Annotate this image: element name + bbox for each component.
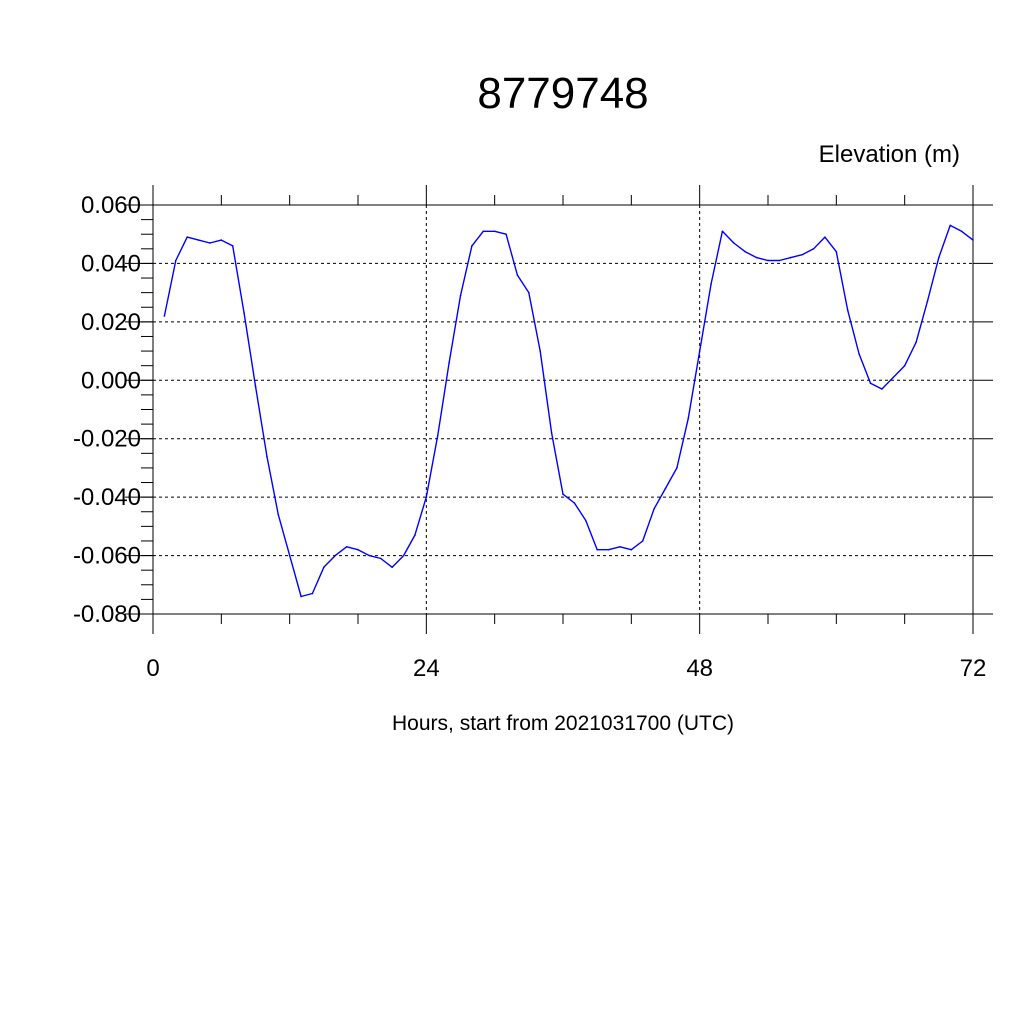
data-point — [835, 250, 838, 253]
data-point — [812, 248, 815, 250]
data-point — [254, 385, 257, 387]
data-point — [209, 242, 211, 244]
y-tick-label: -0.040 — [73, 484, 141, 511]
y-tick-label: -0.060 — [73, 543, 141, 570]
data-point — [972, 239, 974, 241]
data-point — [858, 353, 860, 355]
data-point — [163, 315, 166, 317]
data-point — [334, 554, 337, 557]
x-tick-label: 72 — [960, 655, 987, 682]
data-point — [197, 239, 200, 241]
y-tick-label: -0.020 — [73, 426, 141, 453]
data-point — [357, 548, 359, 551]
data-point — [528, 291, 530, 294]
y-tick-label: 0.020 — [81, 309, 141, 336]
data-point — [846, 309, 849, 311]
data-point — [915, 341, 917, 344]
data-point — [539, 350, 542, 352]
data-point — [562, 493, 564, 496]
data-point — [630, 548, 633, 551]
data-point — [414, 534, 416, 536]
data-point — [493, 230, 496, 233]
data-point — [277, 513, 280, 516]
data-point — [733, 242, 735, 244]
data-point — [755, 256, 758, 259]
data-point — [619, 546, 621, 548]
data-point — [801, 253, 803, 256]
data-point — [345, 546, 348, 548]
data-point — [664, 487, 667, 490]
axis-ticks — [125, 185, 993, 634]
data-point — [311, 592, 314, 595]
data-point — [698, 350, 701, 352]
data-point — [266, 455, 268, 458]
plot-frame — [152, 204, 974, 615]
data-point — [231, 245, 234, 247]
data-point — [687, 417, 690, 420]
data-point — [676, 467, 678, 469]
data-point — [778, 259, 781, 262]
data-point — [710, 283, 712, 285]
chart-title: 8779748 — [477, 69, 648, 118]
data-point — [391, 566, 393, 569]
y-tick-label: -0.080 — [73, 601, 141, 628]
y-tick-label: 0.000 — [81, 367, 141, 394]
data-point — [881, 388, 883, 390]
data-point — [573, 502, 576, 504]
y-axis-label: Elevation (m) — [819, 141, 960, 168]
data-point — [220, 239, 223, 241]
tick-labels: 0.060 0.040 0.020 0.000 -0.020 -0.040 -0.060 -0… — [73, 192, 986, 682]
data-point — [379, 557, 382, 560]
data-point — [949, 224, 952, 227]
data-point — [482, 230, 485, 233]
data-point — [903, 364, 906, 367]
data-point — [436, 434, 439, 437]
data-point — [584, 519, 587, 522]
data-point — [550, 432, 553, 434]
data-point — [869, 382, 872, 385]
data-point — [243, 312, 245, 314]
data-point — [596, 548, 598, 551]
data-point — [323, 566, 325, 569]
y-tick-label: 0.040 — [81, 250, 141, 277]
series-group — [163, 224, 974, 598]
x-tick-label: 48 — [686, 655, 713, 682]
data-point — [721, 230, 724, 233]
data-point — [459, 294, 462, 297]
data-point — [402, 554, 405, 557]
data-point — [471, 245, 473, 247]
data-point — [892, 376, 895, 379]
x-tick-label: 24 — [413, 655, 440, 682]
data-point — [653, 508, 655, 510]
data-point — [824, 236, 826, 238]
data-point — [607, 548, 610, 551]
data-point — [744, 250, 747, 253]
data-point — [368, 554, 371, 557]
series-line — [163, 224, 974, 598]
x-axis-label: Hours, start from 2021031700 (UTC) — [392, 712, 734, 735]
data-point — [926, 300, 929, 303]
data-point — [425, 496, 428, 498]
data-point — [505, 233, 507, 236]
y-tick-label: 0.060 — [81, 192, 141, 219]
grid — [153, 204, 973, 615]
data-point — [516, 274, 519, 276]
data-point — [938, 256, 940, 259]
data-point — [960, 230, 963, 233]
data-point — [448, 361, 450, 364]
data-point — [288, 554, 291, 557]
data-point — [186, 236, 188, 238]
x-tick-label: 0 — [146, 655, 159, 682]
data-point — [300, 595, 302, 598]
data-point — [174, 259, 177, 262]
data-point — [789, 256, 792, 259]
data-point — [641, 540, 644, 542]
data-point — [767, 259, 769, 262]
